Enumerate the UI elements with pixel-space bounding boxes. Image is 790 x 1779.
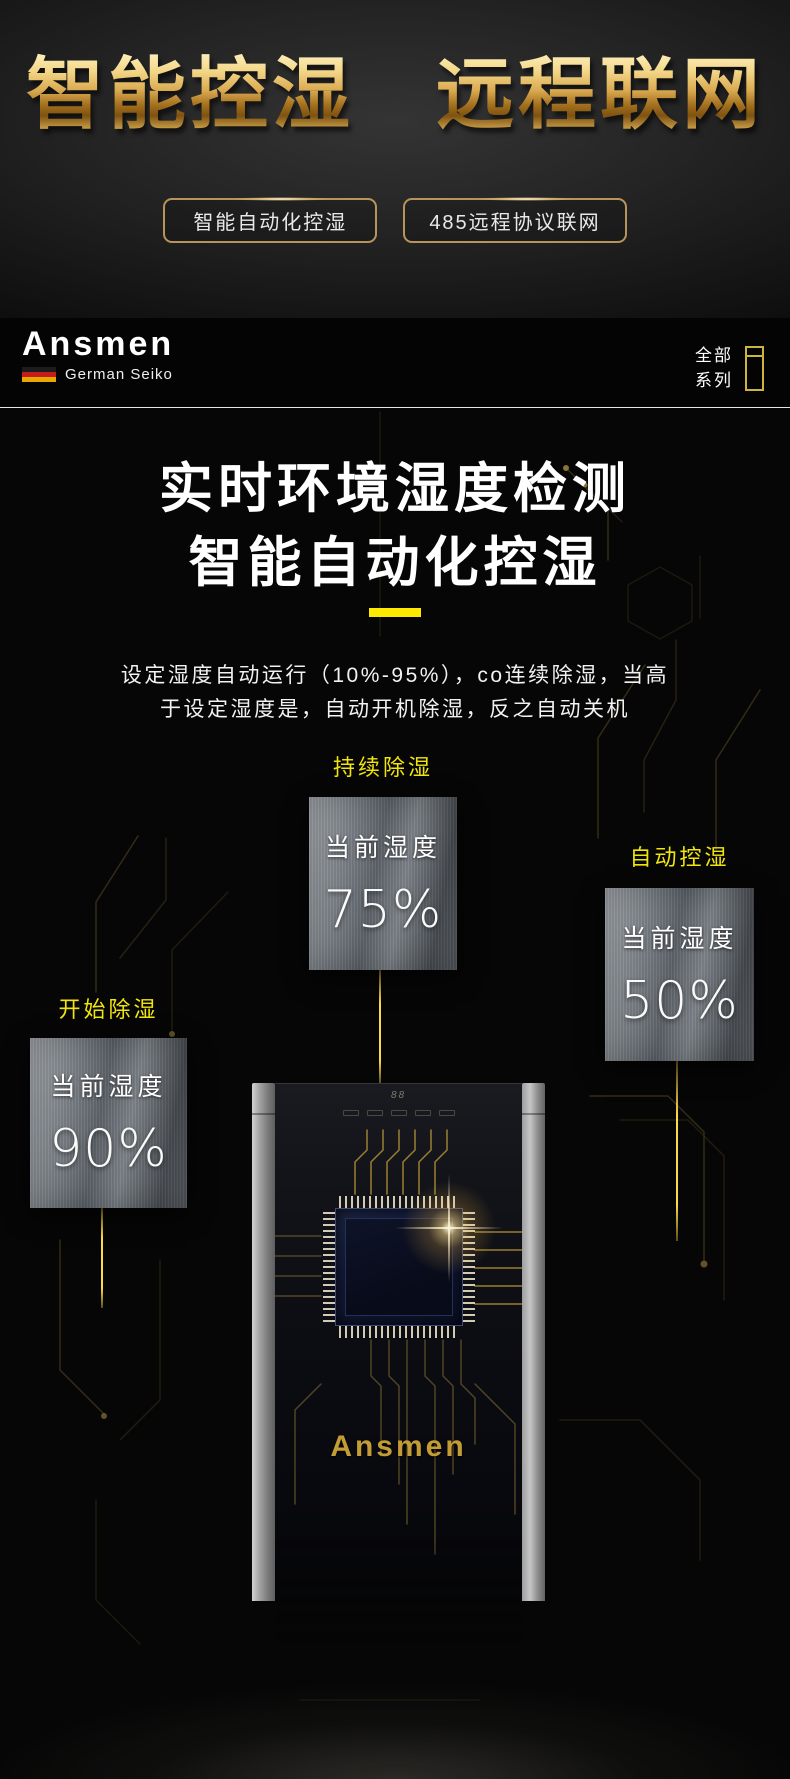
chip-pins-left <box>322 1212 335 1322</box>
german-flag-icon <box>22 367 56 383</box>
connector-line-auto <box>676 1061 678 1241</box>
device-circuit-traces <box>275 1129 522 1555</box>
card-auto-caption: 当前湿度 <box>621 924 738 953</box>
card-continuous: 当前湿度 75% <box>309 797 457 970</box>
device-top-marking: 88 <box>390 1090 407 1101</box>
series-label-line2: 系列 <box>695 370 733 390</box>
section-heading-line1: 实时环境湿度检测 <box>159 459 631 519</box>
connector-line-start <box>101 1208 103 1308</box>
hero-banner: 智能控湿 远程联网 智能自动化控湿 485远程协议联网 <box>0 0 790 318</box>
device-left-handle <box>252 1083 275 1601</box>
card-continuous-caption: 当前湿度 <box>324 833 441 862</box>
section-heading-line2: 智能自动化控湿 <box>188 533 602 593</box>
card-label-auto: 自动控湿 <box>629 845 730 870</box>
dehumidifier-product: 88 <box>252 1083 545 1643</box>
series-label: 全部 系列 <box>695 344 733 393</box>
connector-line-continuous <box>379 970 381 1083</box>
chip-pins-right <box>462 1212 475 1322</box>
badge-smart-control[interactable]: 智能自动化控湿 <box>163 198 378 243</box>
card-continuous-value: 75% <box>323 879 443 940</box>
brand-logo: Ansmen <box>22 325 175 363</box>
badge-485-network[interactable]: 485远程协议联网 <box>403 198 627 243</box>
card-label-continuous: 持续除湿 <box>332 755 433 780</box>
brand-header: Ansmen German Seiko 全部 系列 <box>0 318 790 408</box>
hero-title: 智能控湿 远程联网 <box>0 51 790 138</box>
chip-die <box>344 1218 453 1316</box>
chip-pins-bottom <box>338 1326 459 1338</box>
brand-tagline: German Seiko <box>65 366 173 384</box>
series-label-line1: 全部 <box>695 346 733 365</box>
card-label-start: 开始除湿 <box>58 997 159 1022</box>
badge-485-network-label: 485远程协议联网 <box>429 212 601 234</box>
description-line1: 设定湿度自动运行（10%-95%），co连续除湿，当高 <box>120 664 670 687</box>
cabinet-icon <box>745 346 764 392</box>
badge-smart-control-label: 智能自动化控湿 <box>193 212 348 234</box>
chip-pins-top <box>338 1196 459 1208</box>
chip <box>322 1168 509 1338</box>
card-auto-value: 50% <box>620 970 739 1031</box>
device-front-panel: 88 <box>275 1083 522 1643</box>
series-nav[interactable]: 全部 系列 <box>695 344 764 393</box>
brand-block: Ansmen German Seiko <box>22 325 175 383</box>
device-brand-logo: Ansmen <box>330 1430 467 1463</box>
description-line2: 于设定湿度是，自动开机除湿，反之自动关机 <box>160 698 630 721</box>
device-right-handle <box>522 1083 545 1601</box>
badge-row: 智能自动化控湿 485远程协议联网 <box>0 198 790 243</box>
device-vent-slots <box>275 1110 522 1116</box>
bottom-fog <box>0 1639 790 1779</box>
brand-subline: German Seiko <box>22 366 174 383</box>
card-start: 当前湿度 90% <box>30 1038 187 1208</box>
card-auto: 当前湿度 50% <box>605 888 754 1061</box>
chip-body <box>334 1208 463 1326</box>
heading-underline <box>369 608 421 617</box>
card-start-caption: 当前湿度 <box>50 1073 167 1101</box>
card-start-value: 90% <box>49 1119 168 1179</box>
